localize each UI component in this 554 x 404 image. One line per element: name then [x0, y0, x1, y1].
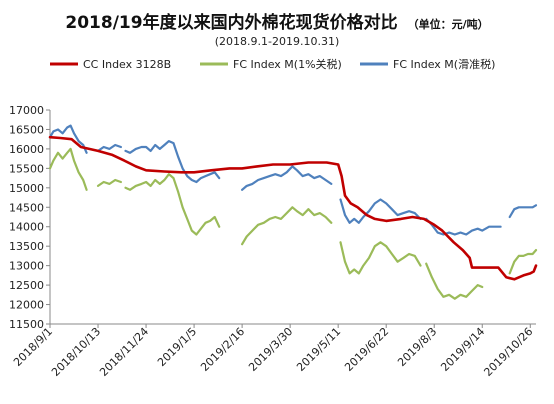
series-line-1: [48, 135, 538, 281]
x-tick-label: 2019/6/22: [342, 325, 391, 374]
series-line-2: [124, 173, 221, 236]
x-tick-label: 2018/9/1: [11, 325, 55, 369]
x-tick-label: 2018/11/24: [97, 325, 151, 379]
x-tick-label: 2019/1/5: [155, 325, 199, 369]
x-tick-label: 2019/5/11: [294, 325, 343, 374]
series-line-2: [96, 178, 123, 187]
y-tick-label: 13500: [9, 240, 44, 253]
series-line-3: [124, 140, 221, 184]
x-tick-label: 2019/8/3: [395, 325, 439, 369]
legend-label-3: FC Index M(滑准税): [393, 57, 495, 71]
series-line-3: [339, 198, 422, 224]
y-tick-label: 16500: [9, 123, 44, 136]
series-line-3: [96, 143, 123, 152]
y-tick-label: 11500: [9, 318, 44, 331]
x-tick-label: 2019/3/30: [246, 325, 295, 374]
series-line-2: [339, 241, 422, 275]
unit-note: （单位：元/吨）: [407, 18, 489, 31]
chart-title-block: 2018/19年度以来国内外棉花现货价格对比 （单位：元/吨）: [0, 8, 554, 33]
x-tick-label: 2018/10/13: [49, 325, 103, 379]
y-tick-label: 15500: [9, 162, 44, 175]
y-tick-label: 12000: [9, 299, 44, 312]
x-tick-label: 2019/9/14: [438, 325, 487, 374]
x-tick-label: 2019/2/16: [198, 325, 247, 374]
y-tick-label: 17000: [9, 104, 44, 117]
series-line-3: [425, 217, 502, 236]
y-tick-label: 14500: [9, 201, 44, 214]
y-tick-label: 16000: [9, 143, 44, 156]
y-tick-label: 15000: [9, 182, 44, 195]
series-line-3: [508, 204, 538, 219]
series-line-2: [425, 262, 484, 300]
series-line-2: [241, 206, 333, 246]
y-tick-label: 14000: [9, 221, 44, 234]
series-line-3: [48, 124, 88, 154]
chart-title: 2018/19年度以来国内外棉花现货价格对比: [65, 13, 398, 33]
series-line-2: [48, 147, 88, 191]
chart-subtitle: (2018.9.1-2019.10.31): [214, 35, 340, 48]
series-line-2: [508, 249, 538, 275]
legend-label-2: FC Index M(1%关税): [233, 57, 342, 71]
y-tick-label: 12500: [9, 279, 44, 292]
x-tick-label: 2019/10/26: [481, 325, 535, 379]
series-line-3: [241, 165, 333, 191]
y-tick-label: 13000: [9, 260, 44, 273]
legend-label-1: CC Index 3128B: [83, 58, 171, 71]
